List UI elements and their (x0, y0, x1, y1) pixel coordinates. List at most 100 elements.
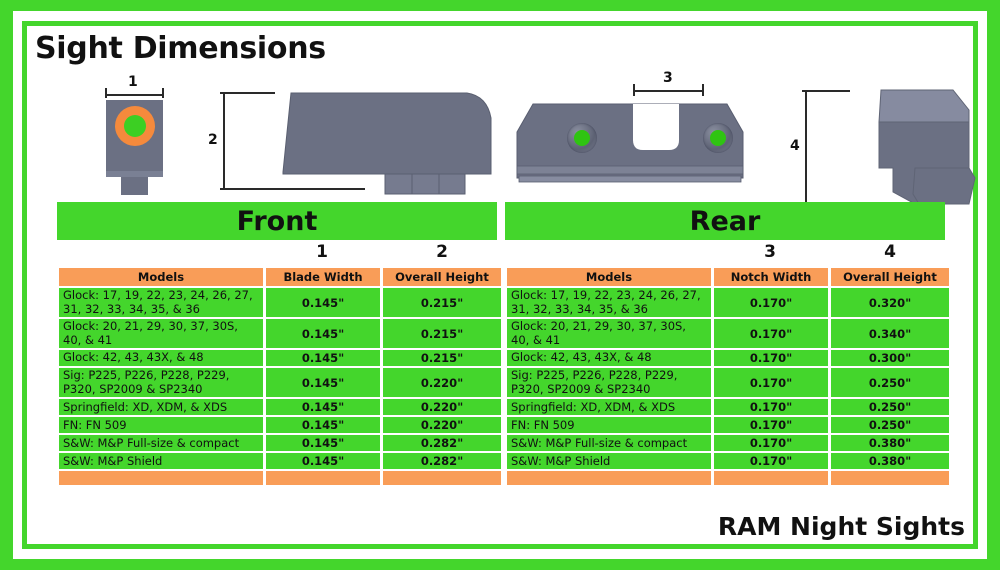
rear-callout-4: 4 (884, 242, 896, 262)
front-height-dim-tick-bottom (220, 188, 365, 190)
cell-value: 0.250" (831, 417, 949, 434)
table-row: S&W: M&P Shield 0.170" 0.380" (507, 453, 949, 470)
table-row: Glock: 20, 21, 29, 30, 37, 30S, 40, & 41… (59, 319, 501, 349)
cell-value: 0.250" (831, 399, 949, 416)
cell-model: Glock: 42, 43, 43X, & 48 (507, 350, 711, 367)
rear-header-models: Models (507, 268, 711, 286)
rear-table-body: Glock: 17, 19, 22, 23, 24, 26, 27, 31, 3… (507, 288, 949, 486)
cell-model: Springfield: XD, XDM, & XDS (59, 399, 263, 416)
cell-value: 0.170" (714, 288, 828, 318)
table-row: S&W: M&P Shield 0.145" 0.282" (59, 453, 501, 470)
front-table-header-row: Models Blade Width Overall Height (59, 268, 501, 286)
cell-model: Glock: 17, 19, 22, 23, 24, 26, 27, 31, 3… (507, 288, 711, 318)
diagram-area: 1 2 (27, 68, 976, 206)
front-sight-profile-shape (282, 92, 492, 195)
front-sight-tenon (121, 177, 148, 195)
front-height-dim-tick-top (220, 92, 275, 94)
front-width-dim-tick-right (162, 88, 164, 98)
cell-value: 0.220" (383, 417, 501, 434)
front-header-overall-height: Overall Height (383, 268, 501, 286)
table-footer-cell (383, 471, 501, 486)
cell-value: 0.380" (831, 453, 949, 470)
rear-left-tritium-dot (574, 130, 590, 146)
table-row: Sig: P225, P226, P228, P229, P320, SP200… (507, 368, 949, 398)
front-callout-1: 1 (316, 242, 328, 262)
cell-model: Sig: P225, P226, P228, P229, P320, SP200… (507, 368, 711, 398)
spec-sheet: Sight Dimensions RAM Night Sights 1 (27, 26, 976, 544)
rear-table-header-row: Models Notch Width Overall Height (507, 268, 949, 286)
cell-model: FN: FN 509 (507, 417, 711, 434)
rear-sight-profile-shape (878, 89, 976, 205)
rear-notch-dim-tick-right (702, 84, 704, 96)
cell-model: Glock: 42, 43, 43X, & 48 (59, 350, 263, 367)
table-row: Sig: P225, P226, P228, P229, P320, SP200… (59, 368, 501, 398)
cell-model: Springfield: XD, XDM, & XDS (507, 399, 711, 416)
rear-header-notch-width: Notch Width (714, 268, 828, 286)
rear-section-banner: Rear (505, 202, 945, 240)
table-row: Glock: 17, 19, 22, 23, 24, 26, 27, 31, 3… (59, 288, 501, 318)
cell-model: S&W: M&P Shield (59, 453, 263, 470)
cell-value: 0.340" (831, 319, 949, 349)
callout-3-label: 3 (663, 70, 673, 86)
cell-model: Glock: 20, 21, 29, 30, 37, 30S, 40, & 41 (507, 319, 711, 349)
front-width-dim-tick-left (105, 88, 107, 98)
cell-value: 0.220" (383, 399, 501, 416)
table-footer-cell (714, 471, 828, 486)
table-footer-strip (507, 471, 949, 486)
table-row: Glock: 17, 19, 22, 23, 24, 26, 27, 31, 3… (507, 288, 949, 318)
cell-model: S&W: M&P Shield (507, 453, 711, 470)
table-footer-cell (831, 471, 949, 486)
rear-sight-body-shape (516, 103, 744, 183)
rear-right-tritium-dot (710, 130, 726, 146)
cell-value: 0.320" (831, 288, 949, 318)
cell-value: 0.145" (266, 435, 380, 452)
front-table-body: Glock: 17, 19, 22, 23, 24, 26, 27, 31, 3… (59, 288, 501, 486)
rear-notch-dim-tick-left (633, 84, 635, 96)
front-height-dim-line (223, 92, 225, 190)
callout-4-label: 4 (790, 138, 800, 154)
front-section-banner: Front (57, 202, 497, 240)
front-sight-tritium-dot (124, 115, 146, 137)
rear-header-overall-height: Overall Height (831, 268, 949, 286)
cell-value: 0.170" (714, 350, 828, 367)
callout-1-label: 1 (128, 74, 138, 90)
front-header-blade-width: Blade Width (266, 268, 380, 286)
brand-footer: RAM Night Sights (717, 512, 965, 541)
cell-value: 0.215" (383, 319, 501, 349)
rear-callout-3: 3 (764, 242, 776, 262)
table-footer-cell (59, 471, 263, 486)
rear-notch-dim-line (633, 90, 704, 92)
table-footer-strip (59, 471, 501, 486)
cell-model: S&W: M&P Full-size & compact (59, 435, 263, 452)
cell-value: 0.145" (266, 399, 380, 416)
front-spec-table: Models Blade Width Overall Height Glock:… (56, 266, 504, 487)
table-row: Springfield: XD, XDM, & XDS 0.170" 0.250" (507, 399, 949, 416)
cell-value: 0.380" (831, 435, 949, 452)
cell-value: 0.145" (266, 368, 380, 398)
table-row: Springfield: XD, XDM, & XDS 0.145" 0.220" (59, 399, 501, 416)
table-row: Glock: 42, 43, 43X, & 48 0.145" 0.215" (59, 350, 501, 367)
rear-height-dim-tick-top (802, 90, 850, 92)
front-callout-row: 1 2 (57, 242, 497, 265)
cell-model: S&W: M&P Full-size & compact (507, 435, 711, 452)
cell-value: 0.145" (266, 288, 380, 318)
table-footer-cell (266, 471, 380, 486)
cell-value: 0.215" (383, 288, 501, 318)
table-row: S&W: M&P Full-size & compact 0.145" 0.282" (59, 435, 501, 452)
callout-2-label: 2 (208, 132, 218, 148)
cell-value: 0.170" (714, 417, 828, 434)
table-row: FN: FN 509 0.145" 0.220" (59, 417, 501, 434)
rear-spec-table: Models Notch Width Overall Height Glock:… (504, 266, 952, 487)
cell-value: 0.145" (266, 319, 380, 349)
table-row: Glock: 42, 43, 43X, & 48 0.170" 0.300" (507, 350, 949, 367)
rear-callout-row: 3 4 (505, 242, 945, 265)
rear-height-dim-line (805, 90, 807, 206)
cell-model: FN: FN 509 (59, 417, 263, 434)
cell-value: 0.170" (714, 399, 828, 416)
cell-value: 0.220" (383, 368, 501, 398)
cell-model: Glock: 17, 19, 22, 23, 24, 26, 27, 31, 3… (59, 288, 263, 318)
cell-value: 0.170" (714, 453, 828, 470)
table-row: S&W: M&P Full-size & compact 0.170" 0.380" (507, 435, 949, 452)
cell-model: Glock: 20, 21, 29, 30, 37, 30S, 40, & 41 (59, 319, 263, 349)
front-width-dim-line (105, 94, 164, 96)
